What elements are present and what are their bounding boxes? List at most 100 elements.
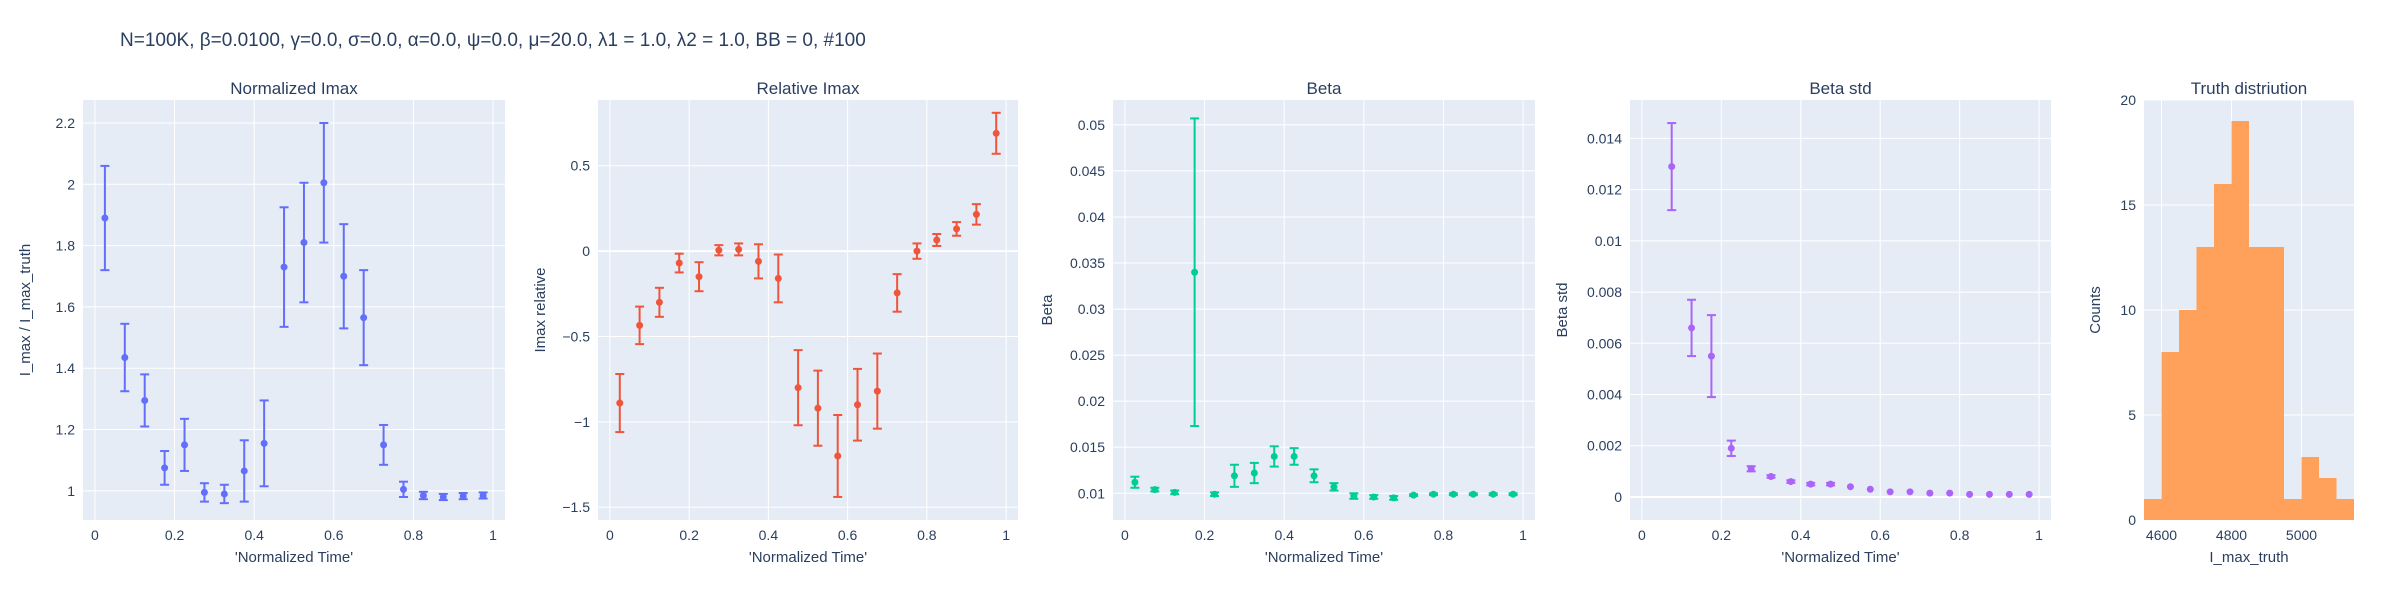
data-point [340, 272, 348, 280]
data-point [1489, 490, 1497, 498]
data-point [1370, 493, 1378, 501]
data-point [972, 210, 980, 218]
data-point [616, 399, 624, 407]
data-point [854, 401, 862, 409]
y-tick-label: 0.008 [1587, 284, 1622, 300]
plot-area [1630, 100, 2051, 520]
y-tick-label: 0.045 [1070, 163, 1105, 179]
data-point [992, 129, 1000, 137]
data-point [1270, 452, 1278, 460]
data-point [161, 464, 169, 472]
x-axis-label: I_max_truth [2209, 549, 2288, 566]
y-tick-label: −0.5 [562, 328, 590, 344]
data-point [1449, 490, 1457, 498]
data-point [479, 491, 487, 499]
data-point [380, 441, 388, 449]
x-axis-label: 'Normalized Time' [1781, 549, 1899, 566]
x-tick-label: 1 [1002, 527, 1010, 543]
data-point [280, 263, 288, 271]
data-point [1191, 268, 1199, 276]
y-axis-label: Imax relative [532, 267, 549, 352]
histogram-bar [2284, 499, 2302, 520]
data-point [873, 387, 881, 395]
histogram-bar [2231, 121, 2249, 520]
y-tick-label: 0 [1614, 489, 1622, 505]
y-axis-label: Beta [1039, 294, 1056, 326]
data-point [121, 354, 129, 362]
y-tick-label: 0.01 [1078, 485, 1105, 501]
plot-area [598, 100, 1018, 520]
data-point [794, 384, 802, 392]
subplot-title: Relative Imax [757, 79, 860, 98]
data-point [181, 441, 189, 449]
data-point [814, 404, 822, 412]
data-point [220, 490, 228, 498]
data-point [200, 488, 208, 496]
histogram-bar [2196, 247, 2214, 520]
plot-area [83, 100, 505, 520]
data-point [1747, 465, 1755, 473]
x-tick-label: 0 [1121, 527, 1129, 543]
data-point [1350, 492, 1358, 500]
y-tick-label: 0.015 [1070, 439, 1105, 455]
y-tick-label: 1 [67, 483, 75, 499]
x-tick-label: 1 [1519, 527, 1527, 543]
histogram-bar [2301, 457, 2319, 520]
y-tick-label: 1.2 [56, 422, 76, 438]
plot-area [1113, 100, 1535, 520]
data-point [1827, 480, 1835, 488]
subplot-title: Normalized Imax [230, 79, 358, 98]
y-tick-label: 0.04 [1078, 209, 1105, 225]
data-point [439, 493, 447, 501]
data-point [459, 492, 467, 500]
x-tick-label: 4600 [2146, 527, 2177, 543]
data-point [1390, 494, 1398, 502]
y-tick-label: 0 [2128, 512, 2136, 528]
y-tick-label: 15 [2120, 197, 2136, 213]
figure-title: N=100K, β=0.0100, γ=0.0, σ=0.0, α=0.0, ψ… [120, 30, 866, 51]
x-tick-label: 0.8 [1434, 527, 1454, 543]
subplot-2: 0 0.2 0.4 0.6 0.8 1 −1.5 −1 −0.5 0 0.5 Relative Ima… [532, 79, 1018, 566]
data-point [1906, 488, 1914, 496]
data-point [1230, 472, 1238, 480]
data-point [1290, 452, 1298, 460]
data-point [399, 485, 407, 493]
data-point [1509, 490, 1517, 498]
data-point [735, 245, 743, 253]
data-point [1886, 488, 1894, 496]
histogram-bar [2336, 499, 2354, 520]
histogram-bar [2319, 478, 2337, 520]
data-point [2005, 490, 2013, 498]
y-tick-label: 0.05 [1078, 117, 1105, 133]
data-point [893, 289, 901, 297]
data-point [1688, 324, 1696, 332]
subplot-1: 0 0.2 0.4 0.6 0.8 1 1 1.2 1.4 1.6 1.8 2 2.2 Normalize… [17, 79, 505, 566]
y-tick-label: 0.025 [1070, 347, 1105, 363]
data-point [1787, 478, 1795, 486]
data-point [320, 179, 328, 187]
histogram-bar [2249, 247, 2267, 520]
y-tick-label: −1.5 [562, 499, 590, 515]
x-tick-label: 0.2 [679, 527, 699, 543]
x-tick-label: 0.4 [759, 527, 779, 543]
y-tick-label: 0 [582, 243, 590, 259]
x-tick-label: 0.8 [917, 527, 937, 543]
data-point [101, 214, 109, 222]
subplot-title: Beta std [1809, 79, 1871, 98]
data-point [1429, 490, 1437, 498]
data-point [1469, 490, 1477, 498]
x-tick-label: 0.2 [1712, 527, 1732, 543]
x-tick-label: 0 [91, 527, 99, 543]
data-point [1926, 489, 1934, 497]
y-tick-label: 5 [2128, 407, 2136, 423]
data-point [715, 246, 723, 254]
histogram-bar [2161, 352, 2179, 520]
x-tick-label: 0 [606, 527, 614, 543]
y-axis-label: Counts [2087, 286, 2104, 334]
y-tick-label: 20 [2120, 92, 2136, 108]
data-point [1946, 489, 1954, 497]
data-point [1410, 491, 1418, 499]
data-point [1707, 352, 1715, 360]
subplot-4: 0 0.2 0.4 0.6 0.8 1 0 0.002 0.004 0.006 0.008 0.01 0… [1554, 79, 2051, 566]
data-point [636, 321, 644, 329]
